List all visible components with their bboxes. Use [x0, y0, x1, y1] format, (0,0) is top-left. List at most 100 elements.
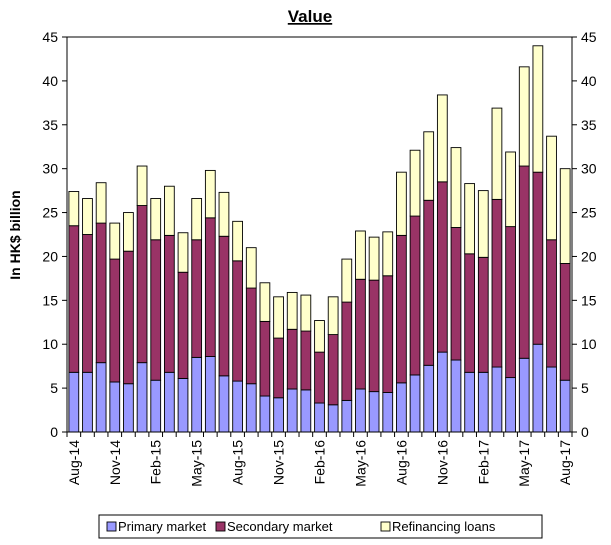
bar-3-Mar-16 [327, 296, 339, 336]
bar-1-Oct-16 [423, 364, 435, 433]
bar-2-Aug-16 [396, 234, 407, 384]
bar-2-Feb-15 [150, 239, 162, 381]
chart-title: Value [288, 7, 332, 26]
bar-2-Aug-15 [232, 260, 243, 382]
bar-2-Mar-17 [491, 198, 503, 368]
bar-1-Aug-14 [68, 371, 80, 433]
legend-box [98, 514, 543, 539]
bar-1-Mar-17 [491, 366, 503, 433]
bar-2-Dec-14 [123, 250, 134, 385]
y-tick-label-left: 45 [42, 29, 58, 45]
bar-2-Feb-17 [477, 256, 489, 373]
bar-1-Dec-16 [450, 359, 462, 433]
x-tick-label: Feb-17 [475, 440, 491, 485]
x-tick-label: Aug-14 [66, 440, 82, 485]
x-tick-label: May-17 [516, 440, 532, 487]
bar-2-Jun-16 [368, 279, 380, 393]
bar-1-Jul-17 [546, 366, 557, 433]
y-tick-label-right: 10 [581, 336, 597, 352]
bar-3-Nov-16 [436, 94, 448, 183]
bar-1-Aug-15 [232, 380, 243, 433]
bar-2-Oct-16 [423, 199, 435, 366]
bar-1-May-17 [518, 357, 530, 433]
y-tick-label-right: 45 [581, 29, 597, 45]
bar-1-Feb-16 [314, 402, 325, 433]
x-tick-label: Nov-14 [107, 440, 123, 485]
bar-2-Oct-15 [259, 320, 271, 397]
x-tick-label: Aug-16 [393, 440, 409, 485]
bar-3-Apr-17 [505, 151, 516, 228]
axes-group: 0 0 5 5 10 10 15 15 20 20 25 25 30 30 35 35 40 40 45 45 Aug-… [42, 29, 596, 487]
bar-1-Apr-15 [177, 378, 189, 433]
bar-1-Mar-16 [327, 404, 339, 433]
bar-3-Aug-14 [68, 191, 80, 227]
bar-1-Nov-16 [436, 351, 448, 433]
bar-2-Jul-17 [546, 239, 557, 368]
bar-1-Dec-15 [286, 388, 298, 433]
x-tick-label: May-15 [189, 440, 205, 487]
y-tick-label-right: 30 [581, 161, 597, 177]
bar-1-Apr-16 [341, 399, 353, 433]
bar-3-Jun-15 [204, 169, 216, 219]
bar-1-Nov-14 [109, 381, 121, 433]
x-tick-label: May-16 [352, 440, 368, 487]
bar-3-May-16 [355, 230, 366, 280]
bar-3-Apr-16 [341, 258, 353, 303]
bar-3-Aug-17 [559, 168, 571, 264]
bar-1-Jun-15 [204, 356, 216, 433]
bar-2-May-16 [355, 278, 366, 390]
bar-2-Apr-17 [505, 226, 516, 379]
x-tick-label: Nov-16 [434, 440, 450, 485]
y-tick-label-left: 15 [42, 292, 58, 308]
y-tick-label-left: 5 [50, 380, 58, 396]
y-tick-label-left: 30 [42, 161, 58, 177]
y-tick-label-right: 5 [581, 380, 589, 396]
bar-2-Sep-14 [82, 234, 93, 373]
y-tick-label-right: 40 [581, 73, 597, 89]
bars-group [68, 45, 571, 433]
bar-2-Jun-15 [204, 217, 216, 357]
bar-2-Jan-16 [300, 330, 312, 391]
bar-3-Apr-15 [177, 232, 189, 273]
x-tick-label: Feb-15 [148, 440, 164, 485]
bar-2-Apr-15 [177, 271, 189, 379]
bar-1-Sep-14 [82, 371, 93, 433]
bar-1-Jan-16 [300, 389, 312, 433]
bar-3-Jan-17 [464, 183, 476, 255]
bar-2-Feb-16 [314, 351, 325, 404]
bar-2-Jan-17 [464, 253, 476, 373]
bar-3-Nov-15 [273, 296, 284, 339]
plot-frame [66, 36, 573, 433]
bar-2-Jul-16 [382, 275, 394, 393]
bar-1-Feb-17 [477, 371, 489, 433]
legend-label-2: Secondary market [227, 519, 333, 534]
bar-1-Sep-16 [409, 374, 421, 433]
bar-2-Dec-16 [450, 227, 462, 361]
bar-3-Feb-17 [477, 190, 489, 258]
bar-3-Jan-16 [300, 294, 312, 332]
bar-2-Nov-16 [436, 181, 448, 353]
bar-1-May-15 [191, 356, 203, 433]
bar-2-Dec-15 [286, 328, 298, 390]
bar-3-Jan-15 [136, 165, 148, 206]
y-tick-label-left: 40 [42, 73, 58, 89]
bar-2-Oct-14 [95, 222, 107, 364]
y-tick-label-right: 20 [581, 248, 597, 264]
bar-2-Aug-14 [68, 225, 80, 373]
legend-swatch-3 [380, 521, 391, 532]
bar-3-May-17 [518, 66, 530, 167]
bar-1-Mar-15 [163, 371, 175, 433]
y-tick-label-left: 0 [50, 424, 58, 440]
bar-2-Mar-15 [163, 234, 175, 373]
bar-3-Nov-14 [109, 222, 121, 260]
legend-swatch-2 [215, 521, 226, 532]
bar-1-Apr-17 [505, 377, 516, 433]
bar-1-Jun-16 [368, 391, 380, 433]
bar-1-Jan-15 [136, 362, 148, 433]
x-tick-label: Aug-17 [557, 440, 573, 485]
bar-1-Aug-17 [559, 379, 571, 433]
bar-2-Mar-16 [327, 334, 339, 406]
y-tick-label-right: 15 [581, 292, 597, 308]
x-tick-label: Feb-16 [312, 440, 328, 485]
bar-2-Sep-16 [409, 215, 421, 376]
